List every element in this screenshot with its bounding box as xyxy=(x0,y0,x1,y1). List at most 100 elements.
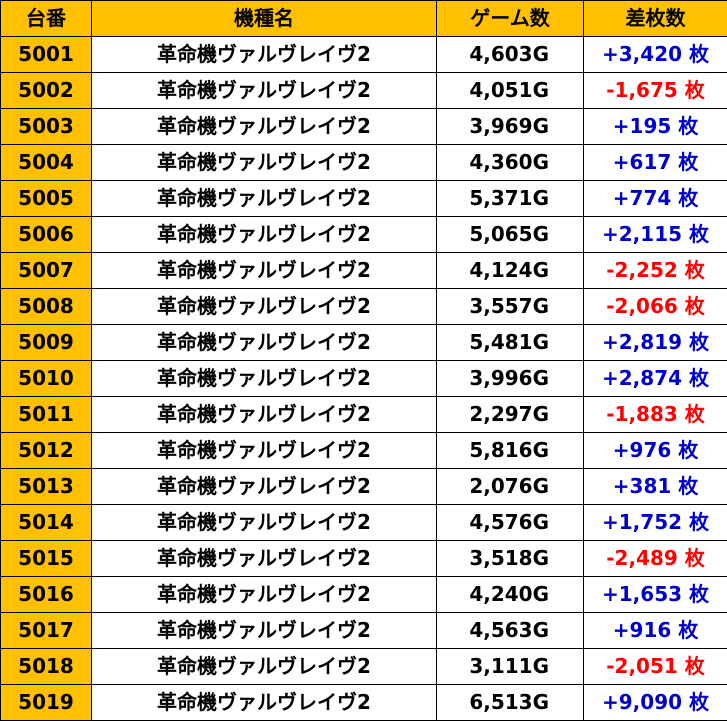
game-count-cell: 5,481G xyxy=(437,325,584,361)
machine-name-cell: 革命機ヴァルヴレイヴ2 xyxy=(92,613,437,649)
machine-number-cell: 5019 xyxy=(1,685,92,721)
coin-difference-cell: +916 枚 xyxy=(584,613,727,649)
coin-difference-cell: +1,653 枚 xyxy=(584,577,727,613)
header-coin-difference: 差枚数 xyxy=(584,1,727,37)
coin-difference-cell: -2,489 枚 xyxy=(584,541,727,577)
header-machine-name: 機種名 xyxy=(92,1,437,37)
coin-difference-cell: +2,874 枚 xyxy=(584,361,727,397)
machine-number-cell: 5015 xyxy=(1,541,92,577)
machine-number-cell: 5017 xyxy=(1,613,92,649)
coin-difference-cell: +2,115 枚 xyxy=(584,217,727,253)
coin-difference-cell: +3,420 枚 xyxy=(584,37,727,73)
machine-number-cell: 5008 xyxy=(1,289,92,325)
machine-name-cell: 革命機ヴァルヴレイヴ2 xyxy=(92,253,437,289)
machine-number-cell: 5004 xyxy=(1,145,92,181)
game-count-cell: 5,065G xyxy=(437,217,584,253)
machine-number-cell: 5014 xyxy=(1,505,92,541)
game-count-cell: 5,816G xyxy=(437,433,584,469)
machine-name-cell: 革命機ヴァルヴレイヴ2 xyxy=(92,685,437,721)
coin-difference-cell: +617 枚 xyxy=(584,145,727,181)
game-count-cell: 3,996G xyxy=(437,361,584,397)
coin-difference-cell: +2,819 枚 xyxy=(584,325,727,361)
header-row: 台番 機種名 ゲーム数 差枚数 xyxy=(1,1,727,37)
game-count-cell: 2,076G xyxy=(437,469,584,505)
coin-difference-cell: -2,051 枚 xyxy=(584,649,727,685)
machine-number-cell: 5003 xyxy=(1,109,92,145)
machine-name-cell: 革命機ヴァルヴレイヴ2 xyxy=(92,217,437,253)
machine-name-cell: 革命機ヴァルヴレイヴ2 xyxy=(92,325,437,361)
machine-number-cell: 5016 xyxy=(1,577,92,613)
machine-name-cell: 革命機ヴァルヴレイヴ2 xyxy=(92,181,437,217)
coin-difference-cell: -1,675 枚 xyxy=(584,73,727,109)
machine-name-cell: 革命機ヴァルヴレイヴ2 xyxy=(92,433,437,469)
coin-difference-cell: +1,752 枚 xyxy=(584,505,727,541)
machine-number-cell: 5002 xyxy=(1,73,92,109)
coin-difference-cell: +774 枚 xyxy=(584,181,727,217)
coin-difference-cell: +195 枚 xyxy=(584,109,727,145)
game-count-cell: 4,124G xyxy=(437,253,584,289)
coin-difference-cell: -2,066 枚 xyxy=(584,289,727,325)
machine-name-cell: 革命機ヴァルヴレイヴ2 xyxy=(92,289,437,325)
machine-name-cell: 革命機ヴァルヴレイヴ2 xyxy=(92,469,437,505)
machine-number-cell: 5010 xyxy=(1,361,92,397)
coin-difference-cell: +9,090 枚 xyxy=(584,685,727,721)
machine-number-cell: 5006 xyxy=(1,217,92,253)
machine-name-cell: 革命機ヴァルヴレイヴ2 xyxy=(92,505,437,541)
machine-name-cell: 革命機ヴァルヴレイヴ2 xyxy=(92,397,437,433)
coin-difference-cell: +976 枚 xyxy=(584,433,727,469)
machine-number-cell: 5001 xyxy=(1,37,92,73)
coin-difference-cell: +381 枚 xyxy=(584,469,727,505)
machine-name-cell: 革命機ヴァルヴレイヴ2 xyxy=(92,37,437,73)
game-count-cell: 4,051G xyxy=(437,73,584,109)
machine-number-cell: 5013 xyxy=(1,469,92,505)
game-count-cell: 4,603G xyxy=(437,37,584,73)
machine-number-cell: 5005 xyxy=(1,181,92,217)
coin-difference-cell: -1,883 枚 xyxy=(584,397,727,433)
machine-number-cell: 5011 xyxy=(1,397,92,433)
coin-difference-cell: -2,252 枚 xyxy=(584,253,727,289)
game-count-cell: 3,969G xyxy=(437,109,584,145)
game-count-cell: 4,360G xyxy=(437,145,584,181)
machine-name-cell: 革命機ヴァルヴレイヴ2 xyxy=(92,361,437,397)
game-count-cell: 5,371G xyxy=(437,181,584,217)
game-count-cell: 3,111G xyxy=(437,649,584,685)
header-game-count: ゲーム数 xyxy=(437,1,584,37)
machine-name-cell: 革命機ヴァルヴレイヴ2 xyxy=(92,109,437,145)
game-count-cell: 3,557G xyxy=(437,289,584,325)
game-count-cell: 4,240G xyxy=(437,577,584,613)
machine-name-cell: 革命機ヴァルヴレイヴ2 xyxy=(92,145,437,181)
machine-name-cell: 革命機ヴァルヴレイヴ2 xyxy=(92,649,437,685)
game-count-cell: 6,513G xyxy=(437,685,584,721)
machine-number-cell: 5018 xyxy=(1,649,92,685)
header-machine-number: 台番 xyxy=(1,1,92,37)
machine-number-cell: 5012 xyxy=(1,433,92,469)
machine-name-cell: 革命機ヴァルヴレイヴ2 xyxy=(92,577,437,613)
game-count-cell: 4,576G xyxy=(437,505,584,541)
game-count-cell: 4,563G xyxy=(437,613,584,649)
machine-name-cell: 革命機ヴァルヴレイヴ2 xyxy=(92,541,437,577)
machine-number-cell: 5007 xyxy=(1,253,92,289)
game-count-cell: 2,297G xyxy=(437,397,584,433)
machine-name-cell: 革命機ヴァルヴレイヴ2 xyxy=(92,73,437,109)
machine-number-cell: 5009 xyxy=(1,325,92,361)
